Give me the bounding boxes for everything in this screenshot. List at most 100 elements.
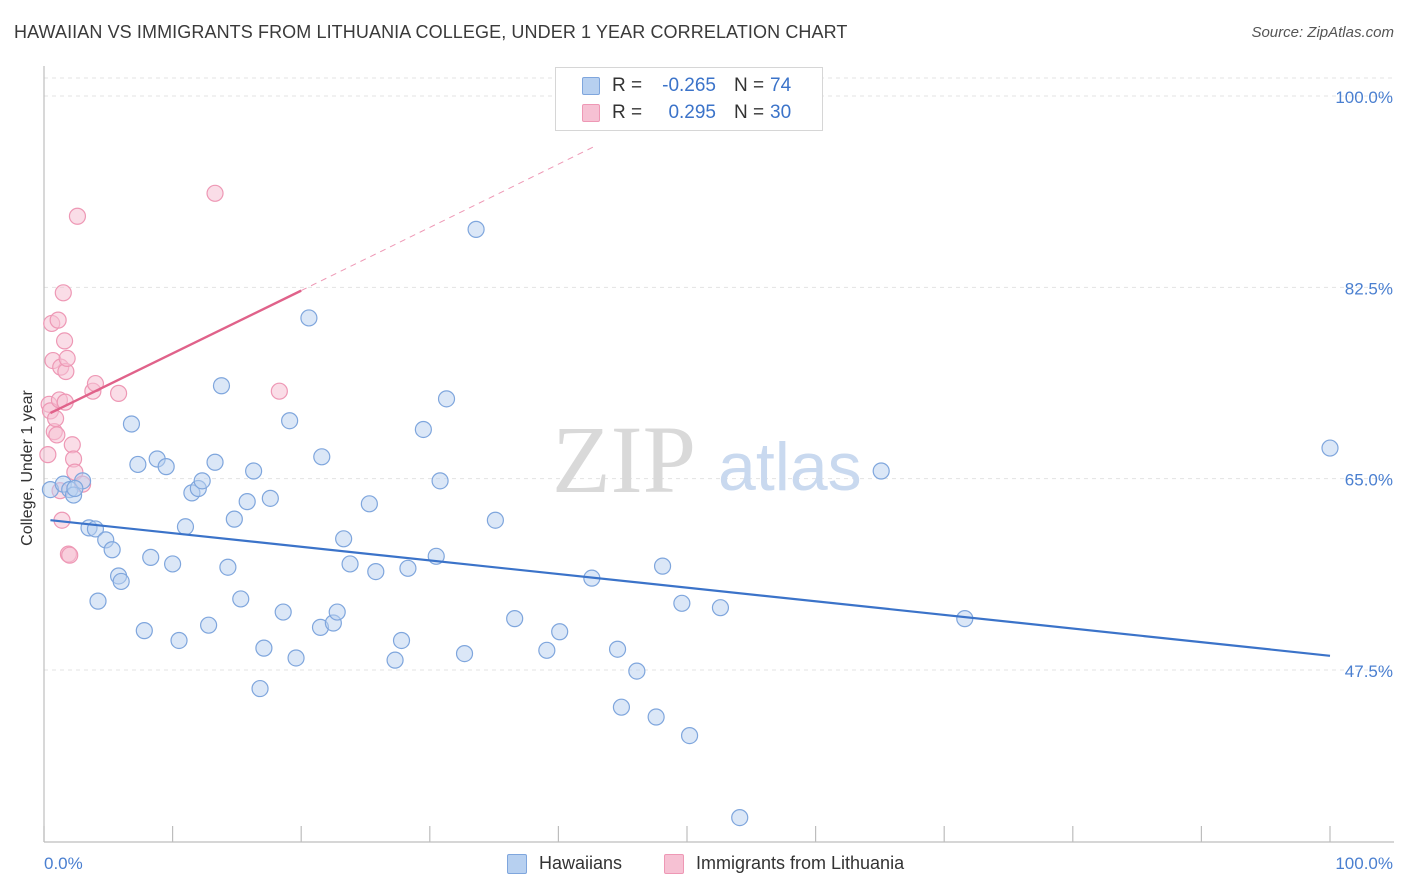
hawaiians-point <box>612 698 631 716</box>
x-tick-label: 100.0% <box>1335 854 1393 873</box>
legend-n-value: 74 <box>770 75 792 96</box>
hawaiians-point <box>261 489 279 507</box>
hawaiians-point <box>538 641 556 659</box>
hawaiians-point <box>170 631 188 650</box>
y-tick-label: 82.5% <box>1345 279 1393 298</box>
legend-n-label: N = <box>734 75 765 96</box>
hawaiians-point <box>225 510 243 528</box>
hawaiians-point <box>673 594 691 612</box>
hawaiians-point <box>647 708 665 726</box>
lithuania-point <box>55 332 74 350</box>
legend-label-hawaiians: Hawaiians <box>539 853 623 873</box>
stats-legend: R = -0.265 N = 74 R = 0.295 N = 30 <box>555 67 823 131</box>
legend-n-value: 30 <box>770 102 792 123</box>
hawaiians-point <box>287 649 305 667</box>
hawaiians-point <box>251 679 269 698</box>
hawaiians-point <box>112 572 130 591</box>
hawaiians-point <box>680 726 699 745</box>
hawaiians-point <box>245 462 263 480</box>
hawaiians-point <box>66 479 84 498</box>
lithuania-point <box>68 207 87 225</box>
hawaiians-point <box>335 530 353 548</box>
hawaiians-point <box>219 558 237 576</box>
hawaiians-point <box>176 518 195 536</box>
hawaiians-point <box>206 453 224 471</box>
hawaiians-point <box>193 472 211 490</box>
hawaiians-point <box>731 808 749 827</box>
lithuania-trend-line <box>49 289 302 415</box>
y-tick-labels: 100.0% 82.5% 65.0% 47.5% <box>1335 88 1393 681</box>
hawaiians-point <box>653 557 672 575</box>
hawaiians-point <box>274 603 292 621</box>
lithuania-point <box>39 446 57 464</box>
x-tick-labels: 0.0% 100.0% <box>44 854 1393 873</box>
hawaiians-point <box>238 493 256 511</box>
grid-lines <box>44 77 1394 671</box>
hawaiians-point <box>142 548 160 566</box>
hawaiians-point <box>711 599 730 617</box>
y-tick-label: 100.0% <box>1335 88 1393 107</box>
lithuania-point <box>270 382 288 400</box>
legend-row-hawaiians: R = -0.265 N = 74 <box>556 74 822 100</box>
hawaiians-point <box>437 390 456 408</box>
hawaiians-point <box>414 420 432 439</box>
hawaiians-trend-line <box>50 519 1331 657</box>
legend-r-value: 0.295 <box>668 102 716 123</box>
legend-swatch-lithuania <box>664 854 684 874</box>
legend-r-value: -0.265 <box>662 75 716 96</box>
hawaiians-point <box>392 631 411 650</box>
series-hawaiians-points <box>41 220 1339 827</box>
source-credit: Source: ZipAtlas.com <box>1251 24 1394 41</box>
lithuania-point <box>206 184 224 202</box>
watermark-atlas: atlas <box>718 429 862 505</box>
hawaiians-point <box>89 592 107 610</box>
hawaiians-point <box>486 511 504 529</box>
lithuania-point <box>48 426 66 444</box>
trend-lines <box>49 144 1331 657</box>
hawaiians-point <box>399 559 417 577</box>
hawaiians-point <box>386 651 404 669</box>
hawaiians-point <box>122 415 141 433</box>
legend-n-label: N = <box>734 102 765 123</box>
hawaiians-point <box>164 555 182 573</box>
legend-label-lithuania: Immigrants from Lithuania <box>696 853 905 873</box>
hawaiians-point <box>431 472 449 490</box>
x-tick-label: 0.0% <box>44 854 83 873</box>
hawaiians-point <box>628 662 646 680</box>
hawaiians-point <box>360 495 378 513</box>
chart-title: HAWAIIAN VS IMMIGRANTS FROM LITHUANIA CO… <box>14 22 848 42</box>
hawaiians-point <box>281 412 299 430</box>
hawaiians-point <box>103 541 121 559</box>
lithuania-point <box>54 284 72 302</box>
hawaiians-point <box>255 639 273 657</box>
hawaiians-point <box>135 622 153 640</box>
lithuania-point <box>49 311 67 329</box>
legend-r-label: R = <box>612 102 643 123</box>
watermark: ZIP atlas <box>552 406 862 513</box>
hawaiians-point <box>129 455 147 474</box>
hawaiians-point <box>367 562 385 581</box>
hawaiians-point <box>608 640 627 658</box>
hawaiians-point <box>212 377 231 395</box>
y-tick-label: 65.0% <box>1345 471 1393 490</box>
legend-swatch-hawaiians <box>507 854 527 874</box>
hawaiians-point <box>313 448 331 466</box>
hawaiians-point <box>1321 439 1339 457</box>
lithuania-point <box>109 384 128 402</box>
hawaiians-point <box>551 623 569 641</box>
legend-swatch-lithuania <box>582 104 600 122</box>
legend-r-label: R = <box>612 75 643 96</box>
hawaiians-point <box>872 462 890 480</box>
hawaiians-point <box>341 555 359 573</box>
lithuania-point <box>61 546 79 564</box>
watermark-zip: ZIP <box>552 406 696 513</box>
hawaiians-point <box>506 610 524 628</box>
series-legend: Hawaiians Immigrants from Lithuania <box>0 852 1406 878</box>
legend-swatch-hawaiians <box>582 77 600 95</box>
legend-row-lithuania: R = 0.295 N = 30 <box>556 101 822 127</box>
lithuania-point <box>46 409 65 428</box>
hawaiians-point <box>328 603 346 621</box>
hawaiians-point <box>467 220 485 238</box>
hawaiians-point <box>232 590 250 608</box>
